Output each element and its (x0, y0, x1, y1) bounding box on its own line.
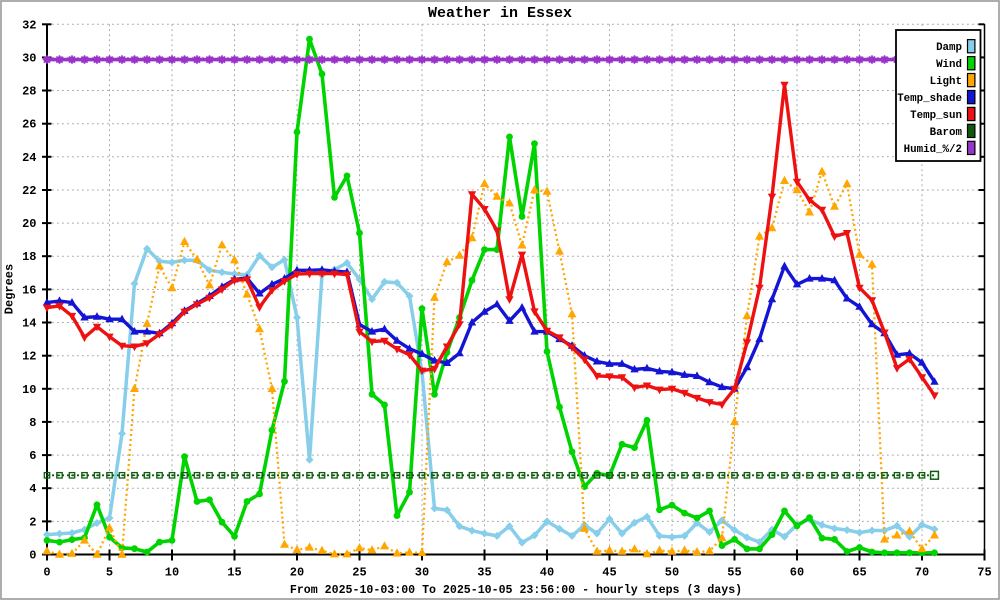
svg-text:0: 0 (43, 566, 50, 580)
svg-text:26: 26 (22, 118, 36, 132)
svg-text:20: 20 (290, 566, 304, 580)
svg-text:45: 45 (602, 566, 616, 580)
svg-text:2: 2 (29, 515, 36, 529)
svg-text:12: 12 (22, 350, 36, 364)
svg-text:55: 55 (727, 566, 741, 580)
svg-text:15: 15 (227, 566, 241, 580)
svg-text:5: 5 (106, 566, 113, 580)
svg-text:65: 65 (852, 566, 866, 580)
svg-text:70: 70 (915, 566, 929, 580)
svg-text:60: 60 (790, 566, 804, 580)
svg-text:30: 30 (22, 51, 36, 65)
svg-text:35: 35 (477, 566, 491, 580)
svg-text:Degrees: Degrees (3, 264, 17, 314)
svg-text:10: 10 (165, 566, 179, 580)
svg-text:0: 0 (29, 549, 36, 563)
svg-text:50: 50 (665, 566, 679, 580)
svg-text:Barom: Barom (930, 127, 963, 139)
svg-text:75: 75 (977, 566, 991, 580)
svg-text:4: 4 (29, 482, 36, 496)
svg-text:24: 24 (22, 151, 36, 165)
svg-text:8: 8 (29, 416, 36, 430)
svg-text:16: 16 (22, 283, 36, 297)
svg-text:Wind: Wind (936, 59, 962, 71)
svg-text:40: 40 (540, 566, 554, 580)
svg-text:32: 32 (22, 18, 36, 32)
svg-text:10: 10 (22, 383, 36, 397)
svg-text:22: 22 (22, 184, 36, 198)
svg-text:Temp_sun: Temp_sun (910, 110, 962, 122)
svg-text:28: 28 (22, 85, 36, 99)
svg-text:14: 14 (22, 317, 36, 331)
svg-text:Temp_shade: Temp_shade (897, 93, 962, 105)
svg-text:Humid_%/2: Humid_%/2 (904, 144, 962, 156)
svg-text:18: 18 (22, 250, 36, 264)
svg-text:Light: Light (930, 76, 962, 88)
svg-text:25: 25 (352, 566, 366, 580)
svg-text:Weather in Essex: Weather in Essex (428, 5, 572, 22)
svg-text:20: 20 (22, 217, 36, 231)
svg-text:Damp: Damp (936, 42, 962, 54)
svg-text:6: 6 (29, 449, 36, 463)
svg-text:From 2025-10-03:00 To 2025-10-: From 2025-10-03:00 To 2025-10-05 23:56:0… (290, 584, 742, 597)
svg-text:30: 30 (415, 566, 429, 580)
